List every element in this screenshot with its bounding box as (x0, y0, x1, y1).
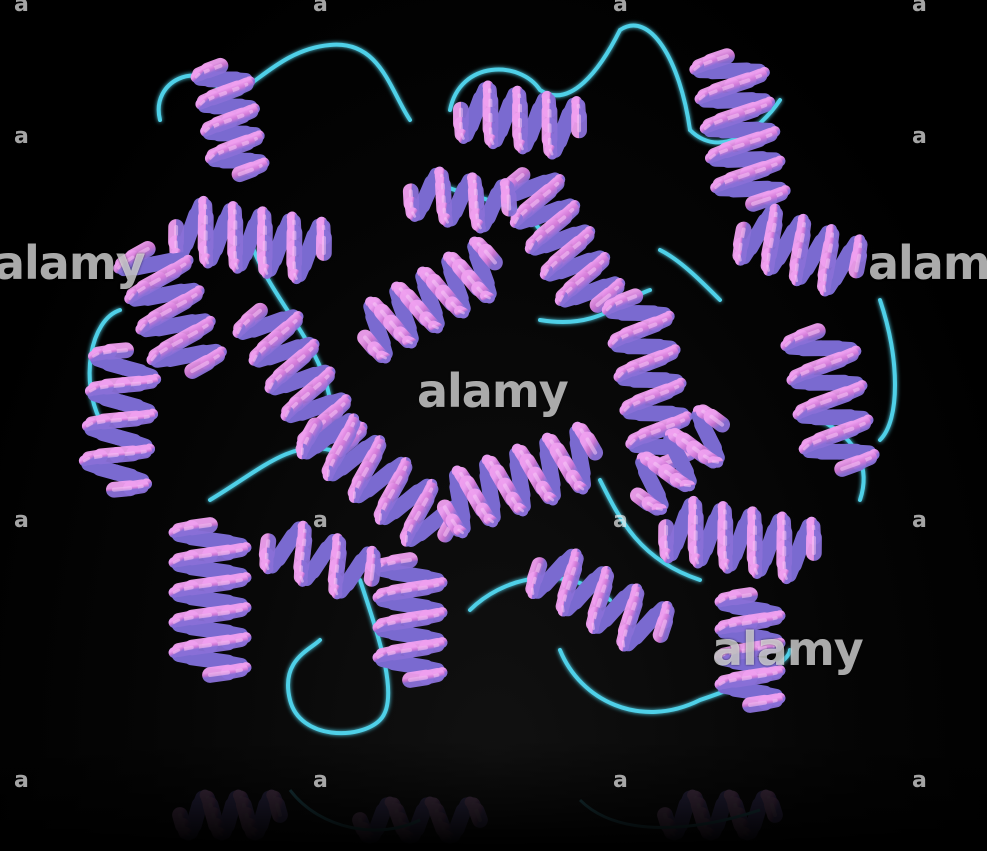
helix-4 (84, 350, 155, 489)
watermark-left: alamy (0, 236, 145, 290)
helix-2 (176, 201, 324, 278)
watermark-corner-6: a (912, 124, 927, 149)
watermark-corner-10: a (912, 508, 927, 533)
helix-21 (266, 526, 373, 594)
helix-11 (500, 175, 619, 305)
helix-9 (378, 560, 442, 680)
watermark-corner-12: a (313, 768, 328, 793)
helix-5 (174, 525, 246, 675)
watermark-corner-1: a (14, 0, 29, 17)
helix-17 (786, 331, 874, 469)
watermark-corner-8: a (313, 508, 328, 533)
helix-1 (196, 66, 264, 174)
watermark-corner-4: a (912, 0, 927, 17)
helix-18 (666, 501, 814, 578)
helix-8 (365, 242, 495, 358)
coil-14 (660, 250, 720, 300)
watermark-corner-9: a (613, 508, 628, 533)
watermark-right: alamy (868, 236, 987, 290)
watermark-center: alamy (417, 364, 568, 418)
helix-14 (532, 554, 667, 646)
watermark-bottom-right: alamy (712, 622, 863, 676)
helix-15 (695, 56, 785, 204)
watermark-corner-2: a (313, 0, 328, 17)
helix-12 (445, 427, 595, 533)
watermark-corner-5: a (14, 124, 29, 149)
watermark-corner-11: a (14, 768, 29, 793)
helix-20 (411, 172, 509, 228)
watermark-corner-7: a (14, 508, 29, 533)
reflection-fade (0, 740, 987, 847)
watermark-corner-14: a (912, 768, 927, 793)
coil-11 (880, 300, 895, 440)
helix-16 (739, 209, 860, 291)
watermark-corner-13: a (613, 768, 628, 793)
watermark-corner-3: a (613, 0, 628, 17)
